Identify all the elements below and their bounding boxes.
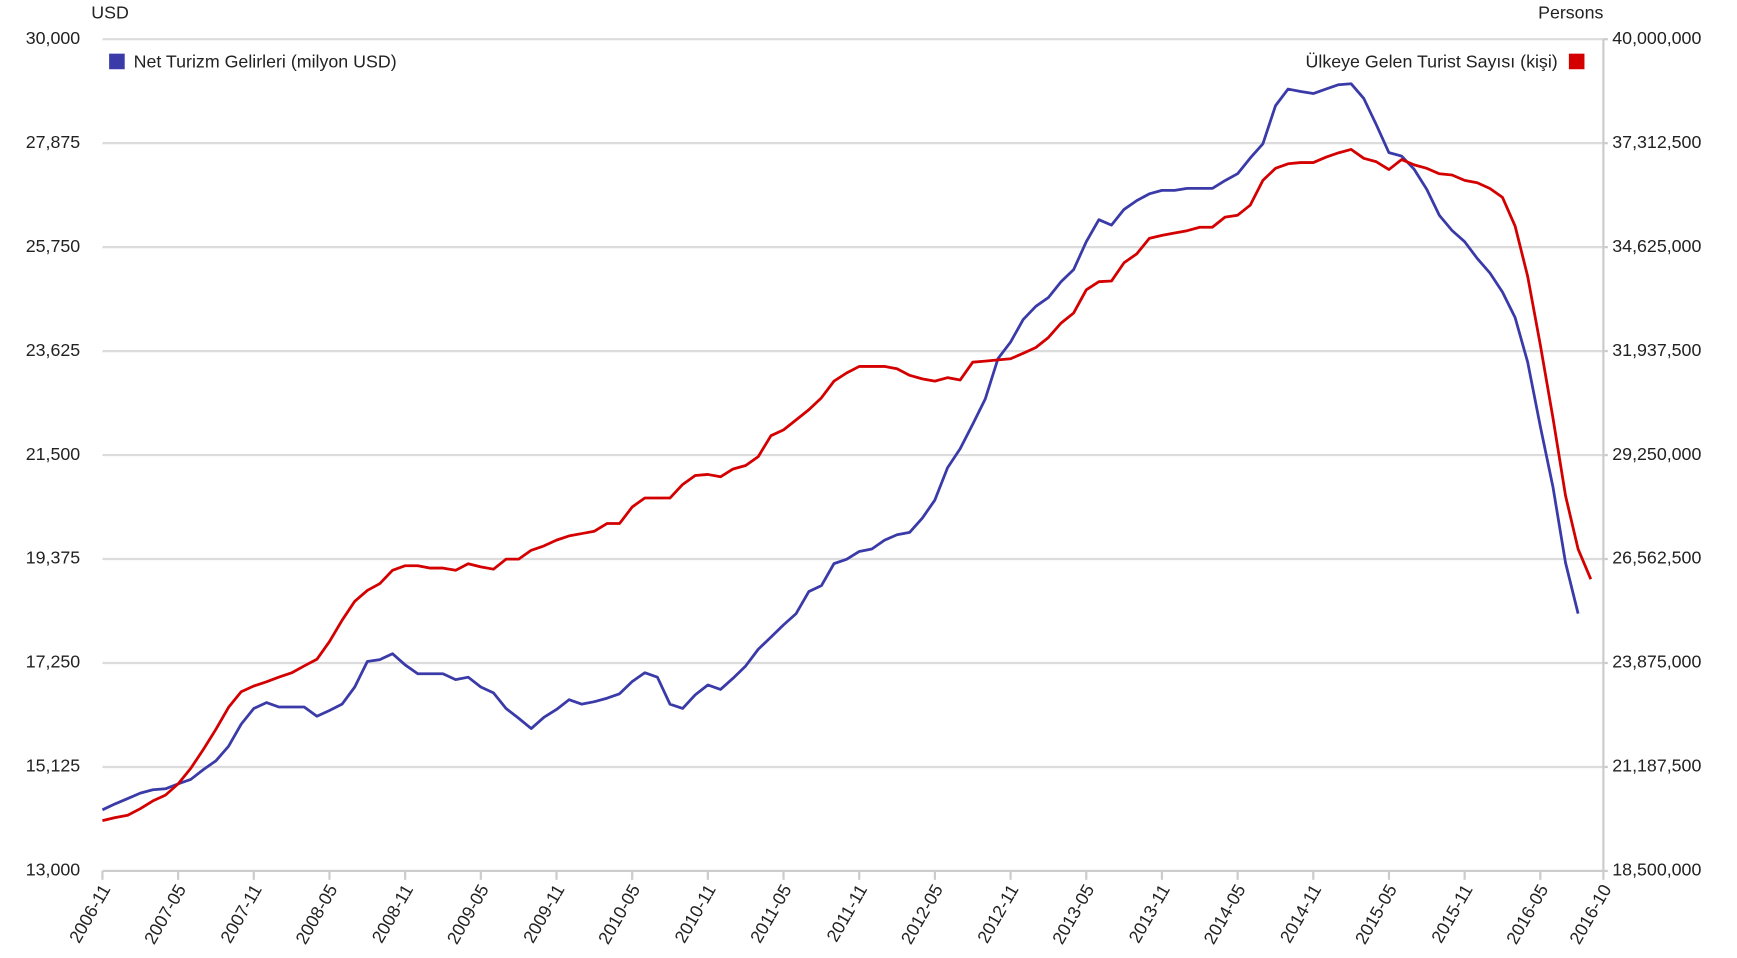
- y2-tick-label: 26,562,500: [1612, 548, 1701, 568]
- x-tick-label: 2012-11: [973, 881, 1022, 947]
- y2-tick-label: 31,937,500: [1612, 340, 1701, 360]
- x-tick-label: 2008-11: [368, 881, 417, 947]
- y-tick-label: 21,500: [26, 444, 81, 464]
- y-tick-label: 25,750: [26, 236, 81, 256]
- y2-tick-label: 21,187,500: [1612, 756, 1701, 776]
- x-tick-label: 2015-05: [1351, 881, 1401, 948]
- x-tick-label: 2010-11: [671, 881, 720, 947]
- x-tick-label: 2014-11: [1276, 881, 1325, 947]
- x-tick-label: 2009-11: [519, 881, 568, 947]
- legend-swatch: [1568, 53, 1585, 70]
- x-tick-label: 2011-05: [746, 881, 795, 947]
- series-line: [102, 148, 1593, 822]
- y-tick-label: 13,000: [26, 860, 81, 880]
- y2-tick-label: 18,500,000: [1612, 860, 1701, 880]
- x-tick-label: 2009-05: [443, 881, 493, 948]
- y2-axis-label: Persons: [1538, 2, 1603, 22]
- y2-tick-label: 34,625,000: [1612, 236, 1701, 256]
- legend-swatch: [109, 53, 125, 70]
- y-tick-label: 15,125: [26, 756, 81, 776]
- x-tick-label: 2006-11: [65, 881, 114, 947]
- y2-tick-label: 37,312,500: [1612, 132, 1701, 152]
- x-tick-label: 2013-11: [1125, 881, 1174, 947]
- legend-label: Ülkeye Gelen Turist Sayısı (kişi): [1306, 51, 1558, 71]
- x-tick-label: 2016-05: [1502, 881, 1552, 948]
- x-tick-label: 2016-10: [1565, 881, 1615, 948]
- y-axis-label: USD: [91, 2, 129, 22]
- x-tick-label: 2008-05: [291, 881, 341, 948]
- legend-label: Net Turizm Gelirleri (milyon USD): [134, 51, 397, 71]
- x-tick-label: 2015-11: [1427, 881, 1476, 947]
- series-line: [101, 82, 1580, 812]
- x-tick-label: 2010-05: [594, 881, 644, 948]
- y2-tick-label: 23,875,000: [1612, 652, 1701, 672]
- y-tick-label: 19,375: [26, 548, 81, 568]
- x-tick-label: 2012-05: [897, 881, 947, 948]
- y2-tick-label: 29,250,000: [1612, 444, 1701, 464]
- y-tick-label: 17,250: [26, 652, 81, 672]
- x-tick-label: 2007-11: [216, 881, 265, 947]
- x-tick-label: 2013-05: [1048, 881, 1098, 948]
- y-tick-label: 23,625: [26, 340, 81, 360]
- y-tick-label: 27,875: [26, 132, 81, 152]
- x-tick-label: 2007-05: [140, 881, 190, 948]
- x-tick-label: 2011-11: [823, 881, 872, 945]
- y2-tick-label: 40,000,000: [1612, 28, 1701, 48]
- x-tick-label: 2014-05: [1200, 881, 1250, 948]
- y-tick-label: 30,000: [26, 28, 81, 48]
